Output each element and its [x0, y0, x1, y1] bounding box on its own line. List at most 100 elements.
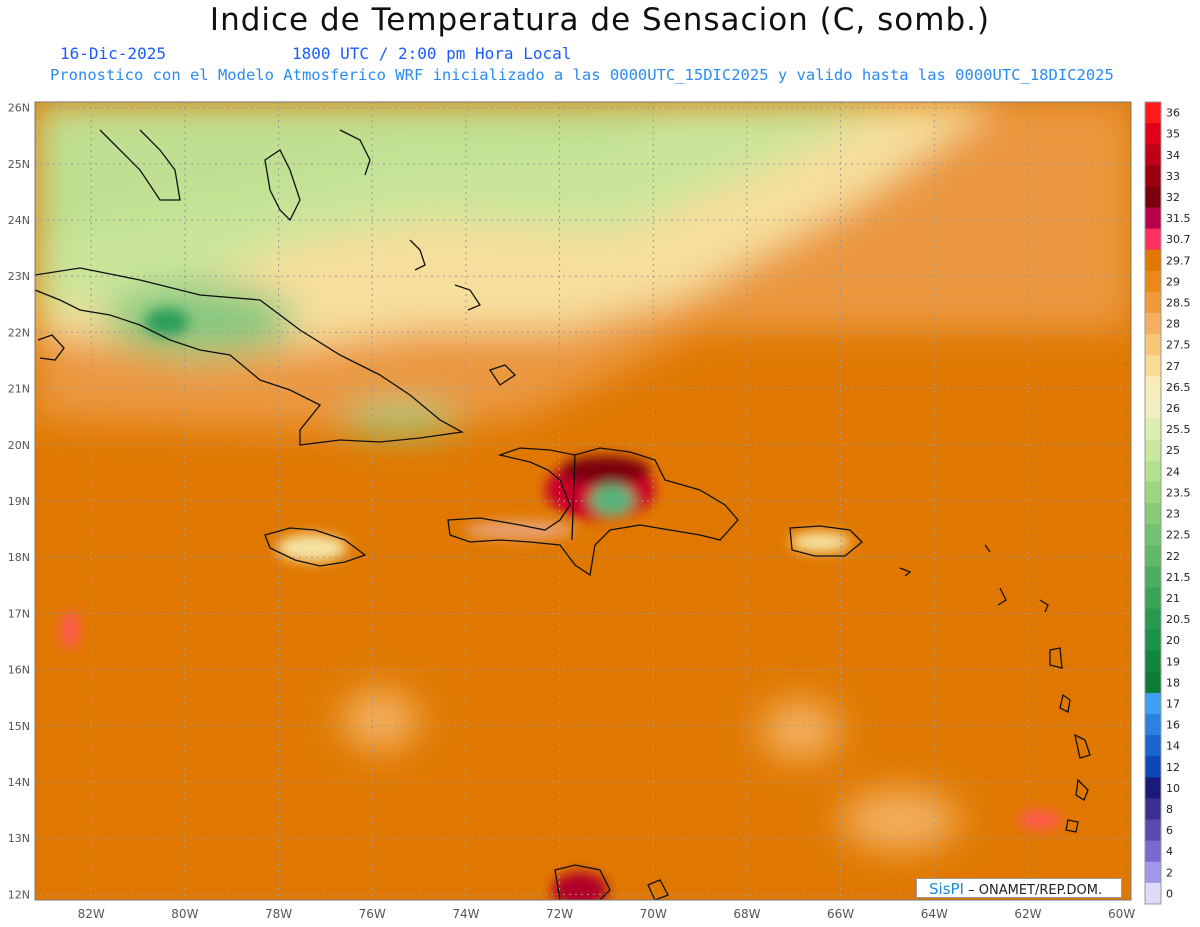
legend-swatch	[1145, 291, 1161, 314]
legend-label: 8	[1166, 803, 1173, 816]
latitude-axis: 12N 13N 14N 15N 16N 17N 18N 19N 20N 21N 22N 23N 24N 2…	[8, 102, 30, 902]
legend-label: 35	[1166, 128, 1180, 141]
legend-swatch	[1145, 397, 1161, 420]
coastlines	[35, 129, 1091, 900]
legend-swatch	[1145, 819, 1161, 842]
legend-swatch	[1145, 418, 1161, 441]
legend-label: 22	[1166, 550, 1180, 563]
legend-swatch	[1145, 629, 1161, 652]
lat-tick-label: 14N	[8, 776, 30, 789]
legend-label: 27	[1166, 360, 1180, 373]
legend-swatch	[1145, 481, 1161, 504]
legend-swatch	[1145, 777, 1161, 799]
legend-swatch	[1145, 355, 1161, 377]
lon-tick-label: 72W	[546, 907, 573, 921]
lat-tick-label: 22N	[8, 326, 30, 339]
legend-label: 14	[1166, 740, 1180, 753]
legend-swatch	[1145, 608, 1161, 631]
legend-label: 0	[1166, 887, 1173, 900]
temperature-field	[35, 102, 1131, 900]
legend-swatch	[1145, 798, 1161, 821]
legend-swatch	[1145, 650, 1161, 673]
legend-swatch	[1145, 460, 1161, 483]
legend-label: 28	[1166, 318, 1180, 331]
legend-swatch	[1145, 882, 1161, 905]
legend-label: 26.5	[1166, 381, 1191, 394]
lon-tick-label: 76W	[359, 907, 386, 921]
legend-label: 25	[1166, 444, 1180, 457]
legend-label: 28.5	[1166, 297, 1191, 310]
legend-swatch	[1145, 503, 1161, 525]
legend-label: 30.7	[1166, 233, 1191, 246]
legend-swatch	[1145, 249, 1161, 272]
legend-label: 23.5	[1166, 486, 1191, 499]
legend-swatch	[1145, 587, 1161, 610]
legend-label: 36	[1166, 107, 1180, 120]
legend-swatch	[1145, 840, 1161, 863]
legend-swatch	[1145, 376, 1161, 398]
lon-tick-label: 66W	[827, 907, 854, 921]
lon-tick-label: 82W	[78, 907, 105, 921]
legend-label: 6	[1166, 824, 1173, 837]
legend-label: 4	[1166, 845, 1173, 858]
legend-label: 31.5	[1166, 212, 1191, 225]
legend-swatch	[1145, 545, 1161, 567]
legend-swatch	[1145, 439, 1161, 462]
forecast-time: 1800 UTC / 2:00 pm Hora Local	[292, 44, 572, 63]
legend-label: 20	[1166, 634, 1180, 647]
lat-tick-label: 17N	[8, 607, 30, 620]
lon-tick-label: 78W	[265, 907, 292, 921]
legend-label: 21.5	[1166, 571, 1191, 584]
legend-swatch	[1145, 861, 1161, 884]
lat-tick-label: 18N	[8, 551, 30, 564]
credit-box: SisPI – ONAMET/REP.DOM.	[916, 878, 1122, 898]
legend-label: 19	[1166, 655, 1180, 668]
lat-tick-label: 15N	[8, 720, 30, 733]
legend-label: 27.5	[1166, 339, 1191, 352]
color-legend: 36 35 34 33 32 31.5 30.7 29.7 29 28.5 28 27.5 27 26.5…	[1144, 101, 1191, 905]
plot-frame	[34, 101, 1132, 901]
legend-swatch	[1145, 313, 1161, 335]
lon-tick-label: 80W	[171, 907, 198, 921]
model-info: Pronostico con el Modelo Atmosferico WRF…	[50, 66, 1114, 84]
legend-label: 16	[1166, 719, 1180, 732]
legend-label: 29.7	[1166, 254, 1191, 267]
legend-label: 18	[1166, 676, 1180, 689]
lat-tick-label: 23N	[8, 270, 30, 283]
legend-swatch	[1145, 692, 1161, 715]
lon-tick-label: 70W	[640, 907, 667, 921]
lat-tick-label: 13N	[8, 832, 30, 845]
legend-swatch	[1145, 270, 1161, 293]
legend-label: 12	[1166, 761, 1180, 774]
legend-label: 29	[1166, 275, 1180, 288]
legend-swatch	[1145, 334, 1161, 356]
longitude-axis: 82W 80W 78W 76W 74W 72W 70W 68W 66W 64W 62W 60W	[78, 907, 1136, 921]
legend-swatch	[1145, 207, 1161, 230]
legend-label: 24	[1166, 465, 1180, 478]
legend-swatch	[1145, 123, 1161, 145]
legend-label: 33	[1166, 170, 1180, 183]
legend-swatch	[1145, 524, 1161, 546]
credit-text: – ONAMET/REP.DOM.	[968, 883, 1103, 898]
map-title: Indice de Temperatura de Sensacion (C, s…	[209, 2, 991, 38]
credit-brand: SisPI	[929, 880, 964, 898]
lat-tick-label: 20N	[8, 439, 30, 452]
legend-label: 23	[1166, 508, 1180, 521]
legend-swatch	[1145, 144, 1161, 166]
lat-tick-label: 26N	[8, 102, 30, 115]
legend-frame	[1144, 101, 1162, 905]
legend-label: 10	[1166, 782, 1180, 795]
legend-swatch	[1145, 186, 1161, 209]
legend-label: 20.5	[1166, 613, 1191, 626]
lat-tick-label: 21N	[8, 383, 30, 396]
legend-swatch	[1145, 714, 1161, 736]
legend-label: 34	[1166, 149, 1180, 162]
legend-label: 17	[1166, 698, 1180, 711]
legend-swatch	[1145, 735, 1161, 757]
lat-tick-label: 19N	[8, 495, 30, 508]
lat-tick-label: 16N	[8, 664, 30, 677]
lat-tick-label: 25N	[8, 158, 30, 171]
lon-tick-label: 68W	[733, 907, 760, 921]
legend-label: 32	[1166, 191, 1180, 204]
